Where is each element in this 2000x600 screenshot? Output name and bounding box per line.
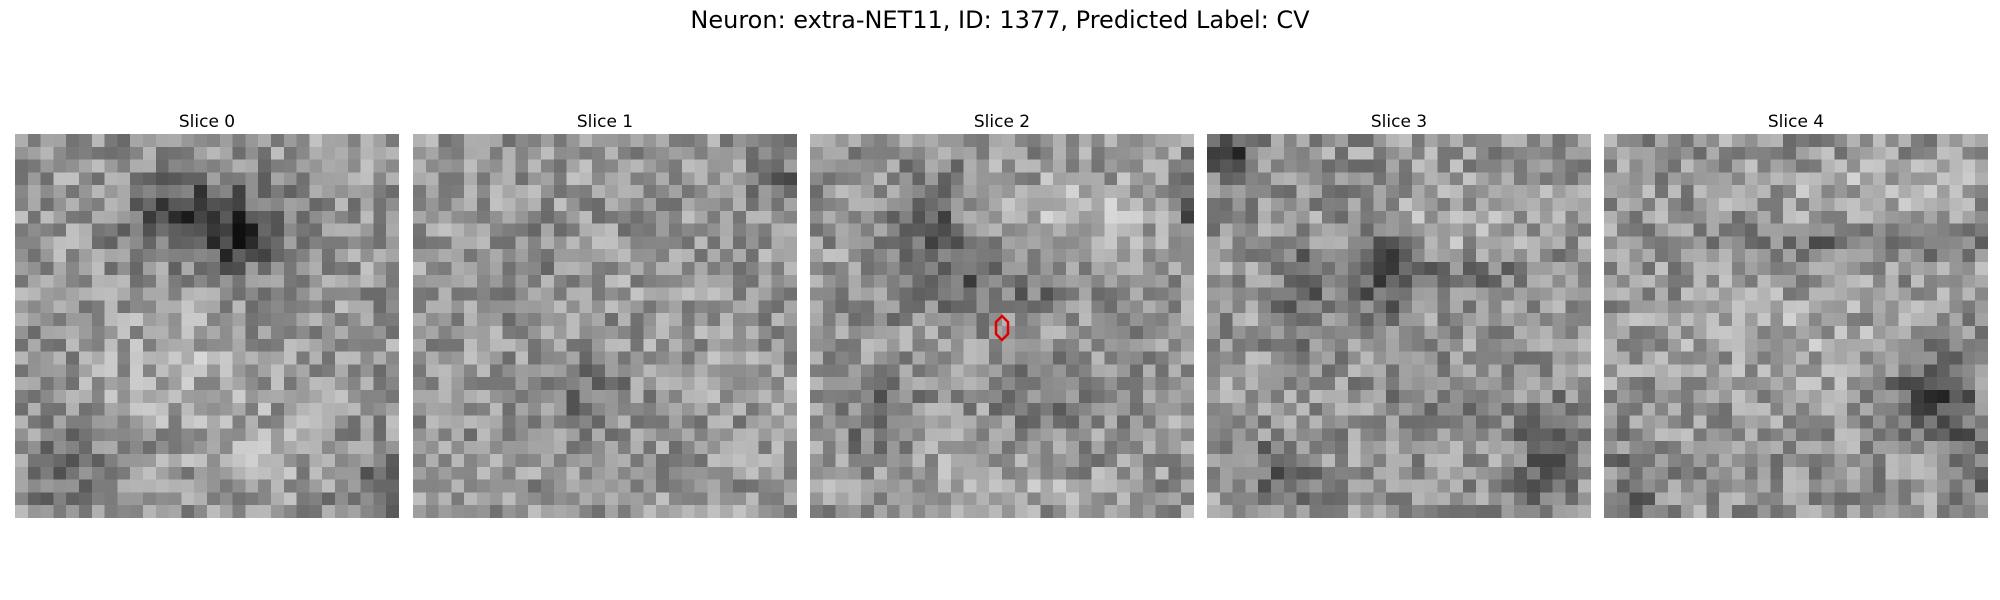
slice-title-0: Slice 0 <box>178 112 236 132</box>
slice-image-2 <box>810 134 1194 518</box>
slice-title-1: Slice 1 <box>576 112 634 132</box>
slice-title-4: Slice 4 <box>1767 112 1825 132</box>
slice-panel-3: Slice 3 <box>1207 110 1591 518</box>
slice-panel-2: Slice 2 <box>810 110 1194 518</box>
slice-panel-4: Slice 4 <box>1604 110 1988 518</box>
slice-title-2: Slice 2 <box>973 112 1031 132</box>
slice-image-1 <box>413 134 797 518</box>
neuron-marker-icon <box>994 314 1010 342</box>
slice-image-3 <box>1207 134 1591 518</box>
slice-panel-1: Slice 1 <box>413 110 797 518</box>
slice-title-3: Slice 3 <box>1370 112 1428 132</box>
slice-image-0 <box>15 134 399 518</box>
slice-panel-0: Slice 0 <box>15 110 399 518</box>
neuron-marker-overlay <box>994 314 1010 342</box>
slice-image-4 <box>1604 134 1988 518</box>
figure-title: Neuron: extra-NET11, ID: 1377, Predicted… <box>690 6 1310 34</box>
